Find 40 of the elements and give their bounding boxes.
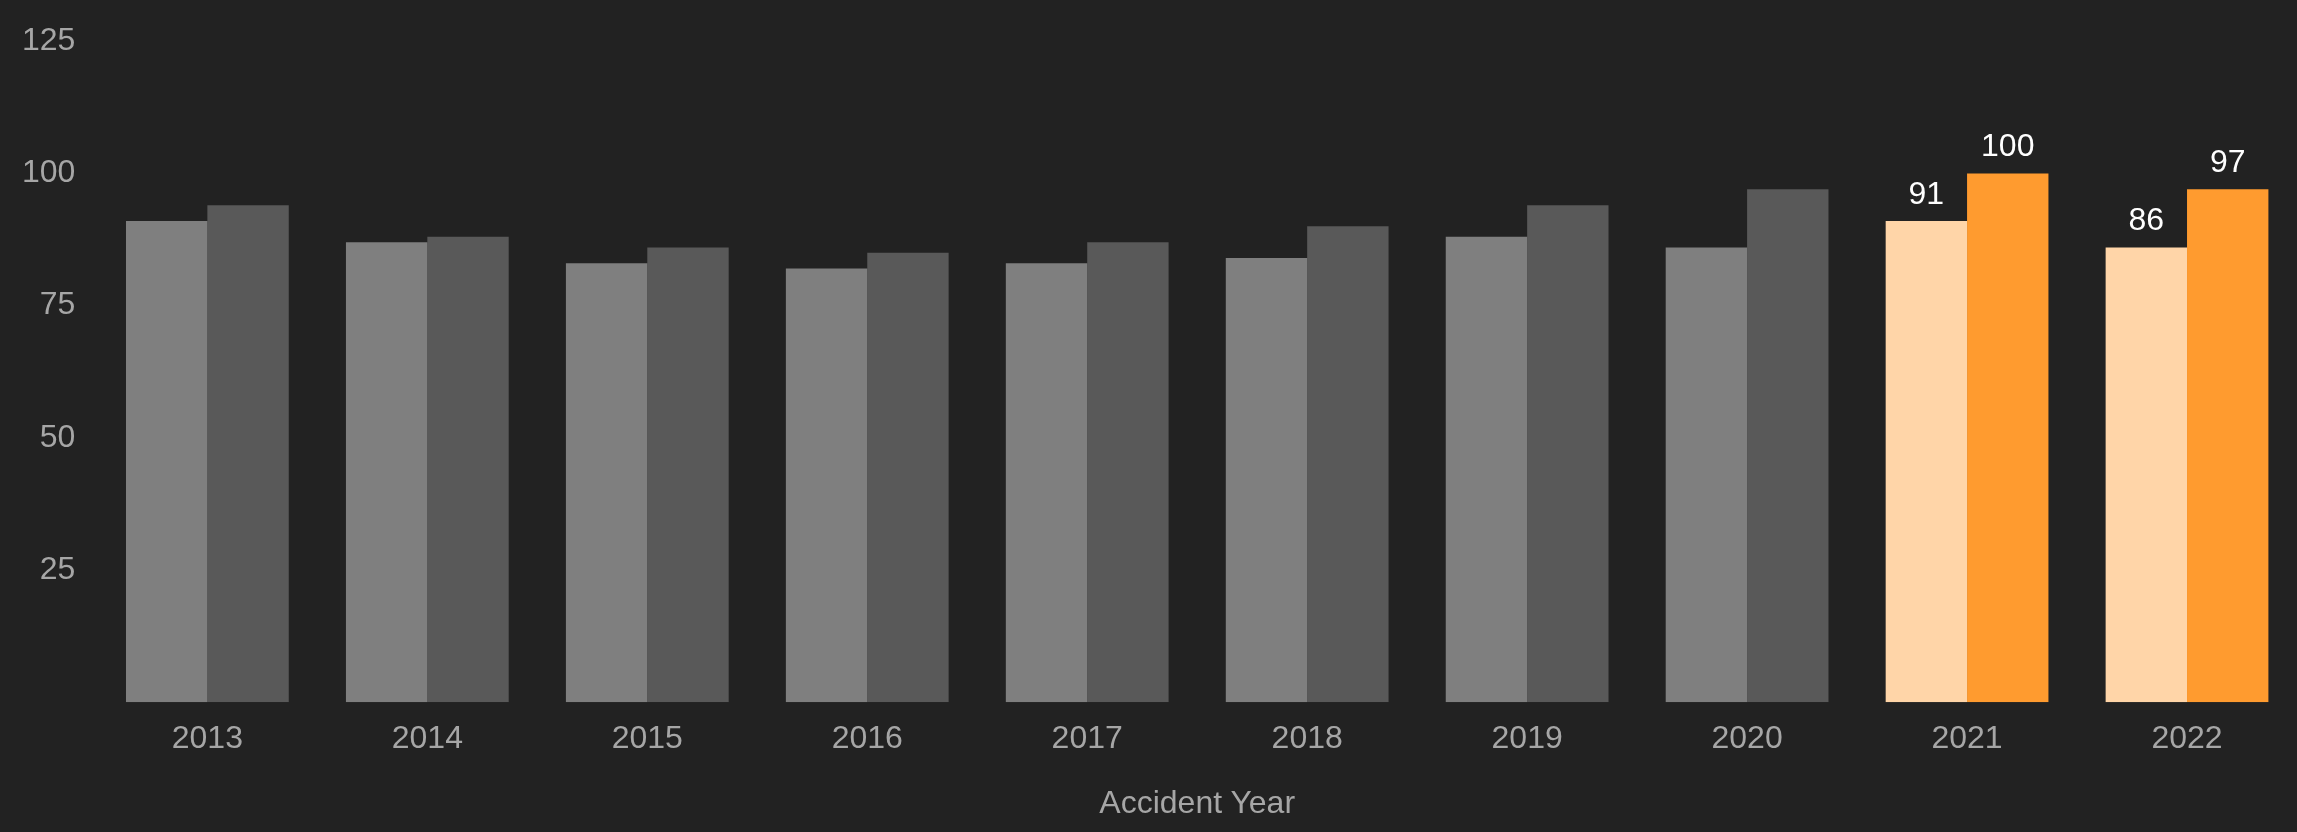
bar — [647, 247, 729, 703]
x-tick-label: 2013 — [171, 719, 243, 756]
bar — [207, 205, 289, 703]
x-tick-label: 2017 — [1051, 719, 1123, 756]
x-tick-label: 2020 — [1711, 719, 1783, 756]
y-tick-label: 125 — [22, 21, 76, 58]
y-tick-label: 100 — [22, 153, 76, 190]
bar — [1005, 263, 1088, 703]
bar — [1527, 205, 1609, 703]
bar — [345, 242, 428, 703]
bar — [1747, 189, 1829, 703]
bar — [2187, 189, 2269, 703]
bar — [1225, 258, 1308, 703]
bar — [565, 263, 648, 703]
bar — [785, 268, 868, 703]
x-axis-title: Accident Year — [1099, 783, 1296, 820]
bar — [1087, 242, 1169, 703]
bar — [1885, 220, 1968, 703]
bar — [867, 252, 949, 703]
bar — [1307, 226, 1389, 703]
data-label: 97 — [2209, 143, 2246, 180]
x-tick-label: 2016 — [831, 719, 903, 756]
bar — [1445, 236, 1528, 703]
bar — [2105, 247, 2188, 703]
y-tick-label: 50 — [39, 417, 76, 454]
x-tick-label: 2015 — [611, 719, 683, 756]
y-tick-label: 75 — [39, 285, 76, 322]
x-tick-label: 2019 — [1491, 719, 1563, 756]
bar — [1967, 173, 2049, 703]
x-tick-label: 2021 — [1931, 719, 2003, 756]
x-tick-label: 2022 — [2151, 719, 2223, 756]
data-label: 100 — [1981, 127, 2035, 164]
y-tick-label: 25 — [39, 549, 76, 586]
bar — [125, 220, 208, 703]
x-tick-label: 2018 — [1271, 719, 1343, 756]
bar — [1665, 247, 1748, 703]
x-tick-label: 2014 — [391, 719, 463, 756]
data-label: 91 — [1908, 174, 1945, 211]
bar — [427, 236, 509, 703]
data-label: 86 — [2128, 201, 2165, 238]
